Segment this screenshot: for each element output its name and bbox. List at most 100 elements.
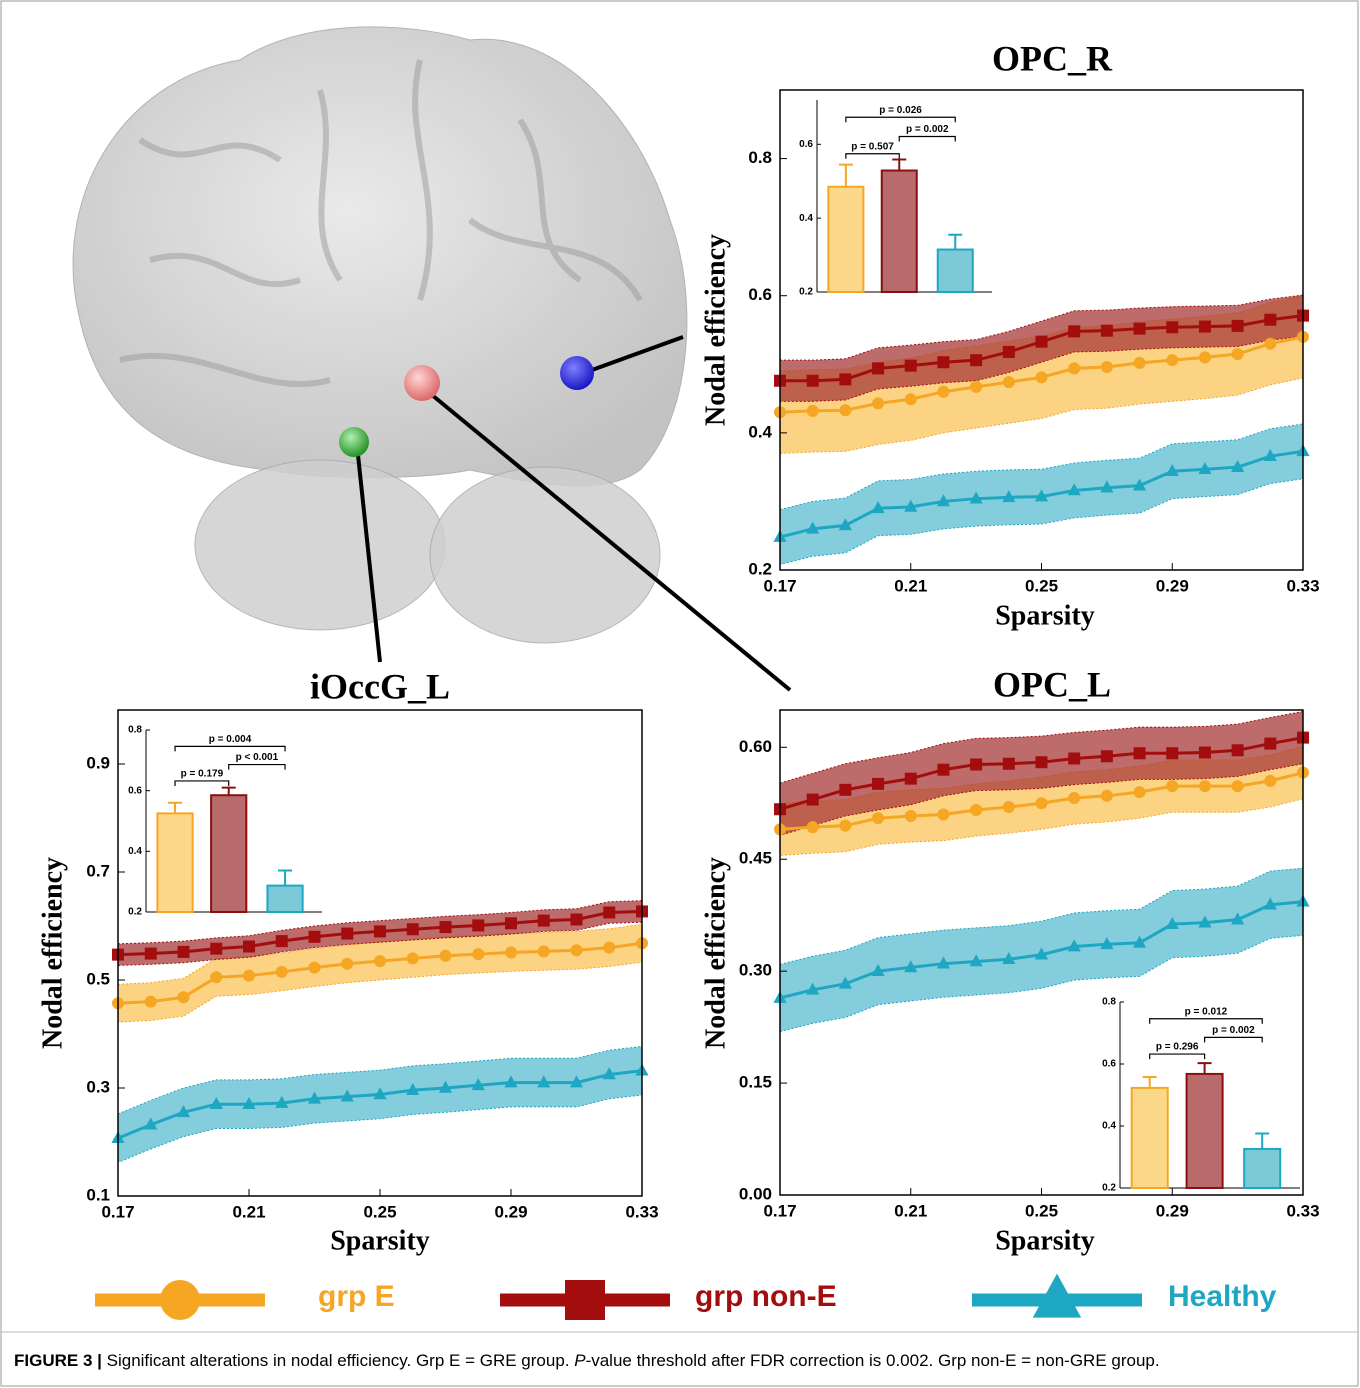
p-value: p = 0.026 xyxy=(879,105,922,116)
inset-tick-label: 0.2 xyxy=(1102,1183,1116,1194)
x-tick-label: 0.21 xyxy=(894,1201,927,1220)
marker xyxy=(807,405,819,417)
marker xyxy=(1232,348,1244,360)
y-tick-label: 0.7 xyxy=(86,861,110,880)
y-axis-label: Nodal efficiency xyxy=(37,857,68,1049)
marker xyxy=(1068,753,1080,765)
legend-marker xyxy=(160,1280,200,1320)
marker xyxy=(243,941,255,953)
marker xyxy=(1166,780,1178,792)
x-tick-label: 0.29 xyxy=(1156,1201,1189,1220)
marker xyxy=(1101,325,1113,337)
marker xyxy=(905,773,917,785)
chart-title: OPC_R xyxy=(992,38,1113,78)
marker xyxy=(1036,797,1048,809)
marker xyxy=(1036,336,1048,348)
marker xyxy=(276,966,288,978)
marker xyxy=(970,354,982,366)
x-axis-label: Sparsity xyxy=(330,1225,430,1256)
marker xyxy=(603,942,615,954)
inset-tick-label: 0.6 xyxy=(799,139,813,150)
marker xyxy=(145,996,157,1008)
marker xyxy=(571,914,583,926)
marker xyxy=(276,935,288,947)
inset-tick-label: 0.4 xyxy=(1102,1121,1116,1132)
inset-bar xyxy=(828,187,863,292)
marker xyxy=(341,928,353,940)
marker xyxy=(1134,357,1146,369)
y-tick-label: 0.6 xyxy=(748,285,772,304)
x-tick-label: 0.17 xyxy=(763,1201,796,1220)
marker xyxy=(472,948,484,960)
inset-bar xyxy=(1187,1074,1223,1188)
x-tick-label: 0.29 xyxy=(1156,576,1189,595)
marker xyxy=(1232,780,1244,792)
caption-text: P xyxy=(574,1351,586,1370)
marker xyxy=(1101,750,1113,762)
marker xyxy=(538,945,550,957)
marker xyxy=(374,955,386,967)
p-value: p = 0.012 xyxy=(1185,1006,1228,1017)
p-value: p = 0.002 xyxy=(1212,1025,1255,1036)
y-tick-label: 0.3 xyxy=(86,1077,110,1096)
marker xyxy=(407,952,419,964)
marker xyxy=(1166,321,1178,333)
y-tick-label: 0.9 xyxy=(86,753,110,772)
marker xyxy=(440,950,452,962)
marker xyxy=(839,404,851,416)
marker xyxy=(603,907,615,919)
marker xyxy=(807,821,819,833)
caption: FIGURE 3 | Significant alterations in no… xyxy=(14,1351,1160,1370)
marker xyxy=(1134,747,1146,759)
marker xyxy=(571,944,583,956)
marker xyxy=(937,808,949,820)
marker xyxy=(1003,801,1015,813)
marker xyxy=(1068,325,1080,337)
marker xyxy=(872,778,884,790)
y-axis-label: Nodal efficiency xyxy=(700,857,731,1049)
marker xyxy=(970,758,982,770)
marker xyxy=(905,810,917,822)
marker xyxy=(210,943,222,955)
marker xyxy=(472,919,484,931)
inset-tick-label: 0.2 xyxy=(128,907,142,918)
marker xyxy=(872,362,884,374)
marker xyxy=(839,784,851,796)
inset-tick-label: 0.4 xyxy=(128,846,142,857)
inset-bar xyxy=(157,813,192,912)
inset-tick-label: 0.6 xyxy=(128,785,142,796)
x-tick-label: 0.17 xyxy=(101,1202,134,1221)
y-tick-label: 0.30 xyxy=(739,961,772,980)
marker xyxy=(839,820,851,832)
marker xyxy=(1199,780,1211,792)
p-value: p = 0.002 xyxy=(906,124,949,135)
marker xyxy=(1101,361,1113,373)
marker xyxy=(1101,790,1113,802)
p-value: p = 0.004 xyxy=(209,734,252,745)
y-tick-label: 0.5 xyxy=(86,969,110,988)
brain xyxy=(73,27,790,690)
marker xyxy=(937,356,949,368)
marker xyxy=(905,360,917,372)
marker xyxy=(1068,792,1080,804)
y-tick-label: 0.15 xyxy=(739,1073,772,1092)
inset-bar xyxy=(1244,1149,1280,1188)
chart-title: OPC_L xyxy=(993,664,1111,704)
marker xyxy=(905,393,917,405)
marker xyxy=(145,948,157,960)
legend-label: grp non-E xyxy=(695,1280,837,1313)
y-tick-label: 0.45 xyxy=(739,849,772,868)
marker xyxy=(505,946,517,958)
y-tick-label: 0.1 xyxy=(86,1185,110,1204)
marker xyxy=(178,946,190,958)
marker xyxy=(1036,756,1048,768)
y-tick-label: 0.60 xyxy=(739,737,772,756)
x-tick-label: 0.33 xyxy=(625,1202,658,1221)
marker xyxy=(1068,362,1080,374)
inset-tick-label: 0.8 xyxy=(128,725,142,736)
inset-bar xyxy=(1132,1088,1168,1188)
marker xyxy=(970,804,982,816)
x-tick-label: 0.21 xyxy=(894,576,927,595)
legend-marker xyxy=(565,1280,605,1320)
inset-tick-label: 0.6 xyxy=(1102,1059,1116,1070)
